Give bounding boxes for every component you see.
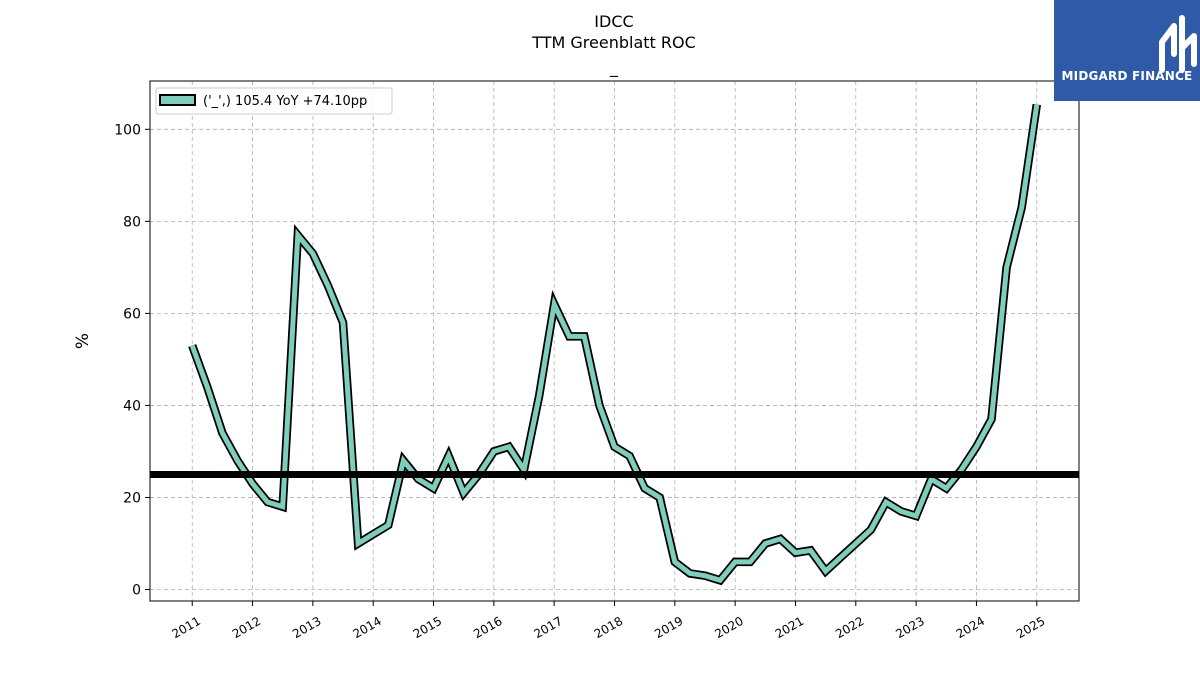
x-tick-label: 2020 [712,614,745,641]
x-tick-label: 2023 [893,614,926,641]
x-tick-label: 2015 [411,614,444,641]
x-tick-label: 2021 [773,614,806,641]
y-tick-label: 40 [123,398,141,414]
legend-swatch [159,94,196,106]
y-tick-label: 20 [123,490,141,506]
y-tick-label: 80 [123,214,141,230]
y-axis-label: % [73,333,93,349]
logo-icon [1159,15,1197,73]
brand-logo: MIDGARD FINANCE [1054,0,1200,101]
x-tick-label: 2022 [833,614,866,641]
x-tick-label: 2013 [290,614,323,641]
x-tick-label: 2018 [592,614,625,641]
x-tick-label: 2017 [531,614,564,641]
chart-subtitle: TTM Greenblatt ROC [531,33,696,52]
plot-frame [149,80,1080,602]
legend-box [155,87,393,115]
x-tick-label: 2019 [652,614,685,641]
series-line [189,104,1040,584]
legend[interactable]: ('_',) 105.4 YoY +74.10pp [155,87,393,115]
x-tick-label: 2014 [350,614,383,641]
y-tick-label: 60 [123,306,141,322]
x-tick-label: 2016 [471,614,504,641]
legend-label: ('_',) 105.4 YoY +74.10pp [203,94,367,109]
y-axis: 0 20 40 60 80 100 [114,122,150,598]
x-axis: 2011 2012 2013 2014 2015 2016 2017 2018 2019 2020… [170,601,1047,641]
x-tick-label: 2024 [954,614,987,641]
x-tick-label: 2011 [170,614,203,641]
y-tick-label: 100 [114,122,141,138]
grid-lines [150,81,1079,601]
chart-title: IDCC [594,12,633,31]
logo-wordmark: MIDGARD FINANCE [1061,69,1193,83]
y-tick-label: 0 [132,582,141,598]
series-layer [188,103,1042,586]
chart-note: _ [609,58,619,78]
x-tick-label: 2025 [1014,614,1047,641]
x-tick-label: 2012 [230,614,263,641]
